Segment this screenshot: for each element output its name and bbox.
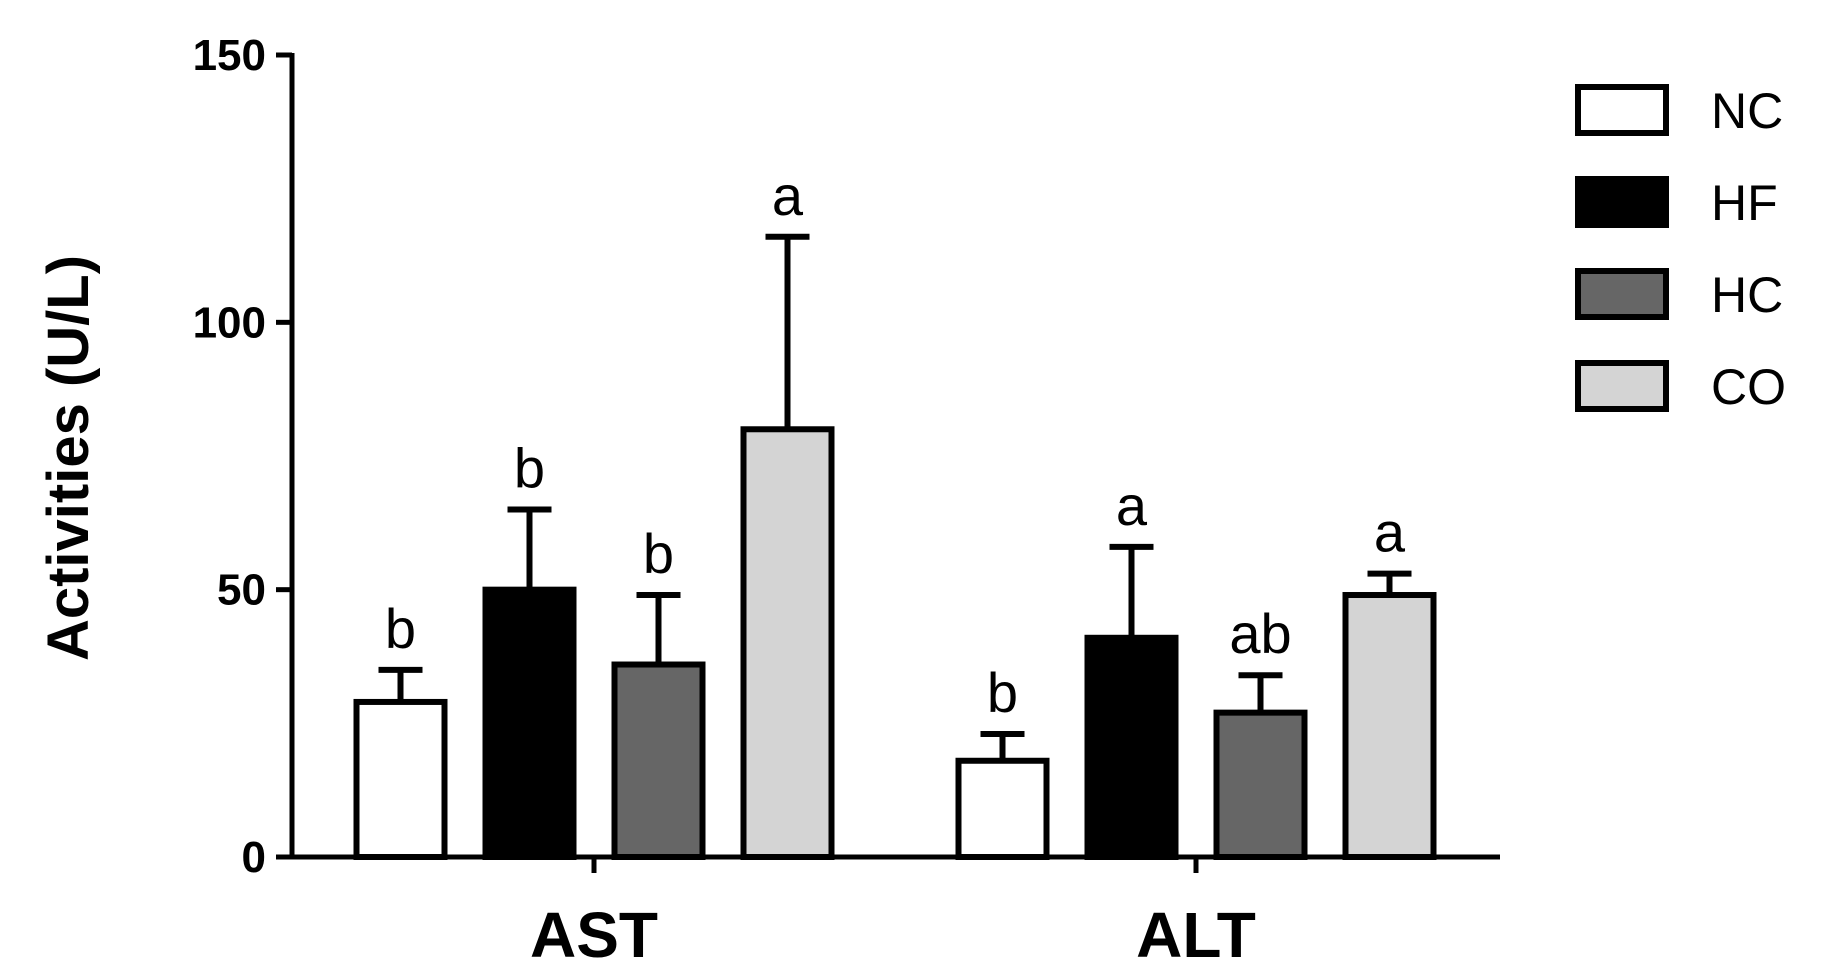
significance-letter: b xyxy=(385,597,416,660)
bar xyxy=(740,426,835,860)
legend-label: HC xyxy=(1711,267,1783,323)
significance-letter: a xyxy=(1374,501,1406,564)
bar xyxy=(1084,634,1179,861)
significance-letter: a xyxy=(1116,474,1148,537)
significance-letter: b xyxy=(643,522,674,585)
bar xyxy=(1213,709,1308,861)
bar xyxy=(1342,592,1437,860)
bar xyxy=(611,661,706,861)
x-category-label: ALT xyxy=(1136,899,1256,971)
y-tick-label: 50 xyxy=(217,566,266,615)
x-category-label: AST xyxy=(530,899,658,971)
y-axis-label: Activities (U/L) xyxy=(36,255,101,661)
bar xyxy=(353,698,448,860)
axes: 0 50 100 150 AST ALT xyxy=(193,31,1500,971)
y-tick-label: 0 xyxy=(242,833,266,882)
bar xyxy=(482,586,577,861)
legend-swatch xyxy=(1575,84,1669,136)
legend-label: CO xyxy=(1711,359,1786,415)
legend-swatch xyxy=(1575,268,1669,320)
significance-letter: a xyxy=(772,164,804,227)
legend: NC HF HC CO xyxy=(1575,83,1786,415)
significance-letter: b xyxy=(514,436,545,499)
legend-swatch xyxy=(1575,176,1669,228)
bar xyxy=(955,757,1050,861)
legend-label: HF xyxy=(1711,175,1778,231)
legend-swatch xyxy=(1575,360,1669,412)
y-axis-label-group: Activities (U/L) xyxy=(36,255,101,661)
legend-label: NC xyxy=(1711,83,1783,139)
y-tick-label: 150 xyxy=(193,31,266,80)
significance-letter: ab xyxy=(1229,602,1291,665)
significance-letter: b xyxy=(987,661,1018,724)
y-tick-label: 100 xyxy=(193,298,266,347)
